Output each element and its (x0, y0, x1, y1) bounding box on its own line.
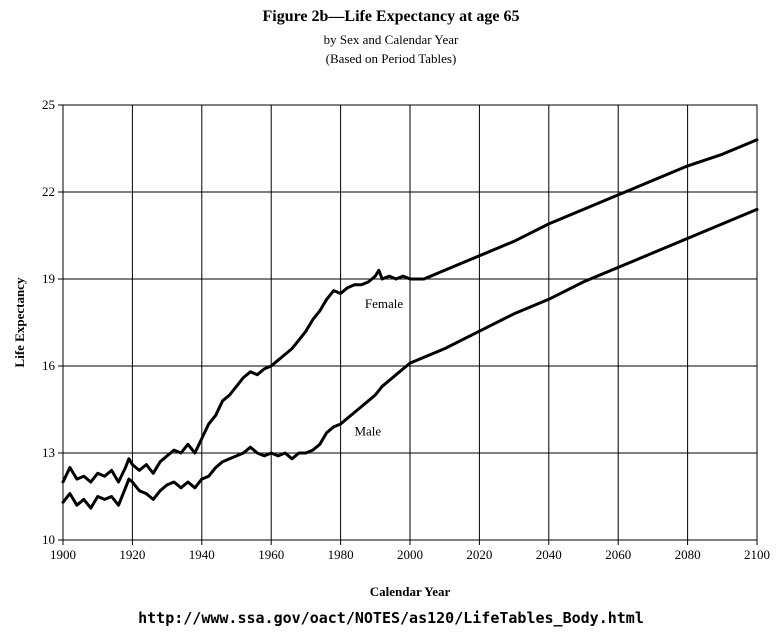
x-tick-label: 1920 (119, 547, 145, 562)
source-url[interactable]: http://www.ssa.gov/oact/NOTES/as120/Life… (138, 609, 644, 627)
chart-subtitle: by Sex and Calendar Year (323, 32, 459, 47)
y-tick-label: 10 (42, 532, 55, 547)
x-tick-label: 1980 (328, 547, 354, 562)
series-line-male (61, 207, 759, 510)
y-tick-label: 16 (42, 358, 56, 373)
chart-subtitle-2: (Based on Period Tables) (325, 51, 457, 66)
x-tick-label: 2040 (536, 547, 562, 562)
x-tick-label: 2000 (397, 547, 423, 562)
series-annotation: Male (354, 424, 381, 439)
y-tick-label: 13 (42, 445, 55, 460)
series-line-female (61, 138, 759, 484)
y-tick-label: 19 (42, 271, 55, 286)
x-tick-label: 2080 (675, 547, 701, 562)
y-tick-label: 25 (42, 97, 55, 112)
x-tick-label: 2020 (466, 547, 492, 562)
series-annotation: Female (365, 296, 403, 311)
chart-title: Figure 2b—Life Expectancy at age 65 (262, 8, 520, 25)
x-axis-label: Calendar Year (370, 584, 451, 599)
x-tick-label: 2100 (744, 547, 770, 562)
x-tick-label: 1940 (189, 547, 215, 562)
x-tick-label: 2060 (605, 547, 631, 562)
x-tick-label: 1960 (258, 547, 284, 562)
y-axis-label: Life Expectancy (12, 277, 27, 367)
line-chart: 1900 1920 1940 1960 1980 2000 2020 2040 2060 2080… (12, 97, 770, 599)
y-tick-label: 22 (42, 184, 55, 199)
x-tick-label: 1900 (50, 547, 76, 562)
